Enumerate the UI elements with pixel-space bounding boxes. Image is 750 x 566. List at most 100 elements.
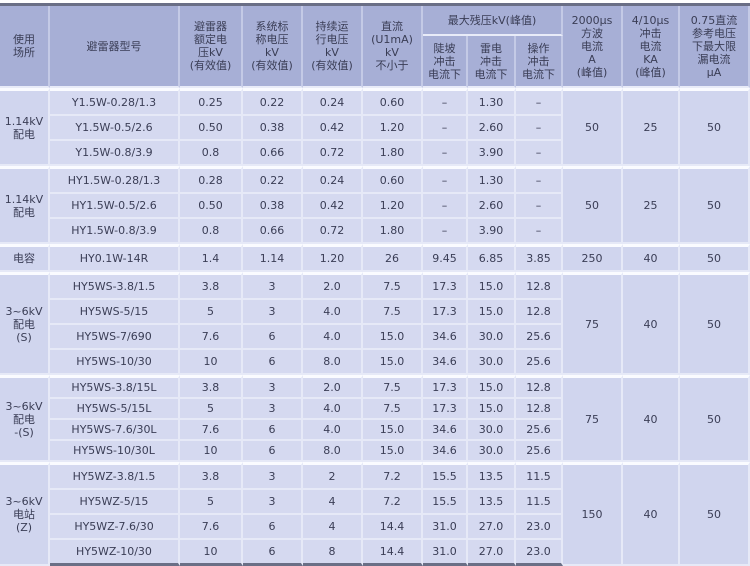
model-cell: HY5WS-10/30 xyxy=(50,350,180,375)
square-wave-cell: 75 xyxy=(563,272,624,375)
dc-voltage-cell: 1.80 xyxy=(363,141,423,166)
header-model: 避雷器型号 xyxy=(50,6,180,88)
steep-residual-cell: – xyxy=(423,219,468,244)
table-row: HY1.5W-0.8/3.9 0.8 0.66 0.72 1.80–3.90– xyxy=(0,219,750,244)
continuous-voltage-cell: 0.24 xyxy=(303,166,363,194)
table-row: Y1.5W-0.5/2.6 0.50 0.38 0.42 1.20–2.60– xyxy=(0,116,750,141)
table-row: HY5WZ-7.6/30 7.6 6 4 14.4 31.0 27.0 23.0 xyxy=(0,515,750,540)
continuous-voltage-cell: 4.0 xyxy=(303,325,363,350)
impulse-cell: 25 xyxy=(623,166,681,244)
header-leakage: 0.75直流 参考电压 下最大限 漏电流 μA xyxy=(680,6,750,88)
switching-residual-cell: 12.8 xyxy=(516,300,564,325)
system-voltage-cell: 0.66 xyxy=(243,219,303,244)
system-voltage-cell: 6 xyxy=(243,420,303,441)
rated-voltage-cell: 0.50 xyxy=(180,194,243,219)
lightning-residual-cell: 1.30 xyxy=(468,88,516,116)
location-cell: 3~6kV 电站 (Z) xyxy=(0,462,50,566)
rated-voltage-cell: 7.6 xyxy=(180,420,243,441)
model-cell: Y1.5W-0.5/2.6 xyxy=(50,116,180,141)
system-voltage-cell: 6 xyxy=(243,350,303,375)
model-cell: HY1.5W-0.5/2.6 xyxy=(50,194,180,219)
steep-residual-cell: 17.3 xyxy=(423,375,468,399)
dc-voltage-cell: 15.0 xyxy=(363,325,423,350)
dc-voltage-cell: 26 xyxy=(363,244,423,272)
model-cell: HY0.1W-14R xyxy=(50,244,180,272)
lightning-residual-cell: 3.90 xyxy=(468,219,516,244)
rated-voltage-cell: 0.8 xyxy=(180,141,243,166)
table-group: 1.14kV 配电 Y1.5W-0.28/1.3 0.25 0.22 0.24 0.60–1… xyxy=(0,88,750,166)
table-row: HY5WS-10/30 10 6 8.0 15.0 34.6 30.0 25.6 xyxy=(0,350,750,375)
continuous-voltage-cell: 4 xyxy=(303,515,363,540)
continuous-voltage-cell: 4.0 xyxy=(303,420,363,441)
system-voltage-cell: 6 xyxy=(243,515,303,540)
system-voltage-cell: 3 xyxy=(243,375,303,399)
arrester-spec-table: 使用 场所 避雷器型号 避雷器 额定电 压kV (有效值) 系统标 称电压 kV (有效值) … xyxy=(0,3,750,566)
dc-voltage-cell: 1.20 xyxy=(363,194,423,219)
switching-residual-cell: 12.8 xyxy=(516,399,564,420)
steep-residual-cell: 34.6 xyxy=(423,325,468,350)
model-cell: HY1.5W-0.8/3.9 xyxy=(50,219,180,244)
model-cell: Y1.5W-0.28/1.3 xyxy=(50,88,180,116)
model-cell: HY1.5W-0.28/1.3 xyxy=(50,166,180,194)
switching-residual-cell: – xyxy=(516,116,564,141)
steep-residual-cell: 34.6 xyxy=(423,350,468,375)
lightning-residual-cell: 30.0 xyxy=(468,325,516,350)
rated-voltage-cell: 10 xyxy=(180,350,243,375)
system-voltage-cell: 0.66 xyxy=(243,141,303,166)
dc-voltage-cell: 7.5 xyxy=(363,399,423,420)
dc-voltage-cell: 0.60 xyxy=(363,166,423,194)
switching-residual-cell: – xyxy=(516,166,564,194)
header-max-residual: 最大残压kV(峰值) xyxy=(423,6,564,36)
rated-voltage-cell: 1.4 xyxy=(180,244,243,272)
lightning-residual-cell: 2.60 xyxy=(468,116,516,141)
switching-residual-cell: – xyxy=(516,88,564,116)
model-cell: HY5WS-5/15L xyxy=(50,399,180,420)
lightning-residual-cell: 15.0 xyxy=(468,272,516,300)
header-impulse: 4/10μs 冲击 电流 KA (峰值) xyxy=(623,6,681,88)
switching-residual-cell: 23.0 xyxy=(516,515,564,540)
system-voltage-cell: 0.38 xyxy=(243,116,303,141)
rated-voltage-cell: 0.8 xyxy=(180,219,243,244)
continuous-voltage-cell: 2.0 xyxy=(303,272,363,300)
lightning-residual-cell: 27.0 xyxy=(468,515,516,540)
header-system-voltage: 系统标 称电压 kV (有效值) xyxy=(243,6,303,88)
continuous-voltage-cell: 0.42 xyxy=(303,116,363,141)
header-square-wave: 2000μs 方波 电流 A (峰值) xyxy=(563,6,624,88)
dc-voltage-cell: 1.80 xyxy=(363,219,423,244)
lightning-residual-cell: 30.0 xyxy=(468,350,516,375)
location-cell: 电容 xyxy=(0,244,50,272)
switching-residual-cell: 25.6 xyxy=(516,325,564,350)
switching-residual-cell: 12.8 xyxy=(516,272,564,300)
table-row: HY5WS-5/15 5 3 4.0 7.5 17.3 15.0 12.8 xyxy=(0,300,750,325)
rated-voltage-cell: 3.8 xyxy=(180,272,243,300)
square-wave-cell: 50 xyxy=(563,166,624,244)
lightning-residual-cell: 1.30 xyxy=(468,166,516,194)
rated-voltage-cell: 5 xyxy=(180,399,243,420)
system-voltage-cell: 6 xyxy=(243,540,303,566)
continuous-voltage-cell: 8.0 xyxy=(303,441,363,462)
table-group: 3~6kV 电站 (Z) HY5WZ-3.8/1.5 3.8 3 2 7.2 15.5 13.5 1… xyxy=(0,462,750,566)
header-steep: 陡坡 冲击 电流下 xyxy=(423,36,468,88)
steep-residual-cell: 17.3 xyxy=(423,272,468,300)
impulse-cell: 40 xyxy=(623,462,681,566)
lightning-residual-cell: 3.90 xyxy=(468,141,516,166)
dc-voltage-cell: 0.60 xyxy=(363,88,423,116)
rated-voltage-cell: 3.8 xyxy=(180,375,243,399)
switching-residual-cell: 25.6 xyxy=(516,441,564,462)
continuous-voltage-cell: 8.0 xyxy=(303,350,363,375)
model-cell: HY5WZ-10/30 xyxy=(50,540,180,566)
location-cell: 1.14kV 配电 xyxy=(0,166,50,244)
switching-residual-cell: 11.5 xyxy=(516,490,564,515)
leakage-cell: 50 xyxy=(680,88,750,166)
header-location: 使用 场所 xyxy=(0,6,50,88)
model-cell: HY5WZ-3.8/1.5 xyxy=(50,462,180,490)
dc-voltage-cell: 7.5 xyxy=(363,300,423,325)
steep-residual-cell: 34.6 xyxy=(423,441,468,462)
switching-residual-cell: – xyxy=(516,219,564,244)
rated-voltage-cell: 5 xyxy=(180,300,243,325)
continuous-voltage-cell: 0.24 xyxy=(303,88,363,116)
continuous-voltage-cell: 1.20 xyxy=(303,244,363,272)
table-row: 1.14kV 配电 HY1.5W-0.28/1.3 0.28 0.22 0.24 0.60–… xyxy=(0,166,750,244)
switching-residual-cell: 11.5 xyxy=(516,462,564,490)
model-cell: HY5WS-10/30L xyxy=(50,441,180,462)
